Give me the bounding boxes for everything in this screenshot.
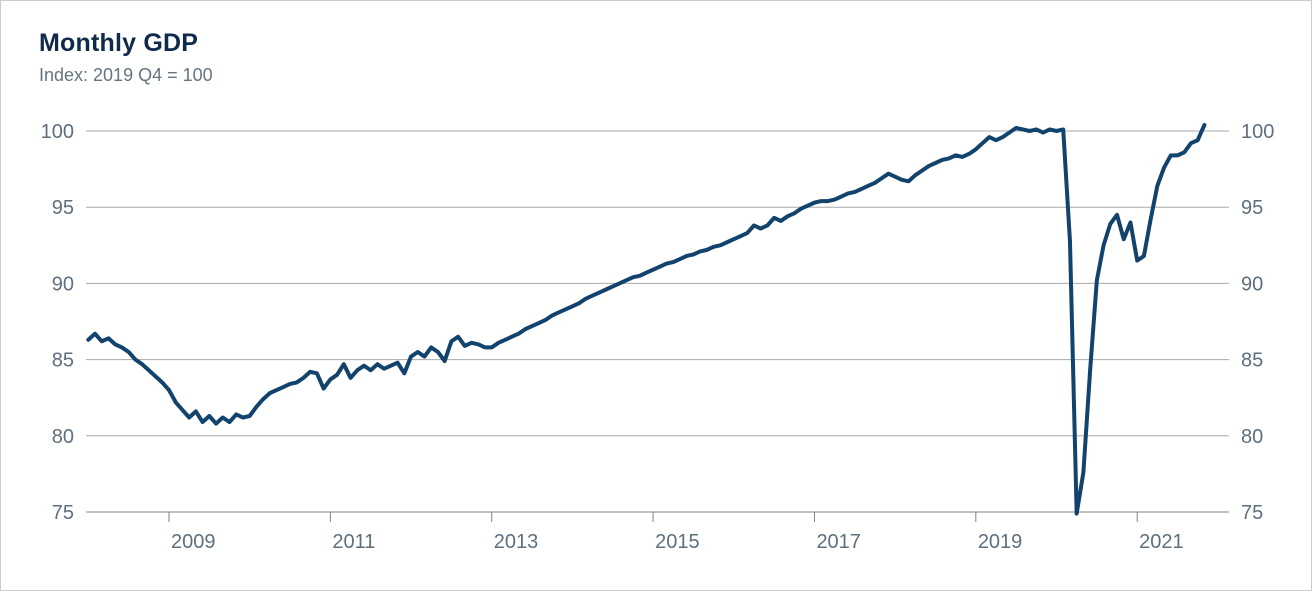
x-axis-label: 2011 [332,531,375,553]
gdp-series-line [86,122,1207,516]
chart-title: Monthly GDP [39,29,199,57]
x-axis [86,511,1229,522]
x-axis-label: 2017 [816,531,861,553]
gridlines [86,130,1229,437]
y-axis-label-left: 75 [52,502,74,524]
axis-labels: 75 75 80 80 85 85 90 90 95 95 100 100 2009 2011 2013 20… [41,121,1275,553]
y-axis-label-left: 95 [52,197,74,219]
y-axis-label-right: 80 [1241,426,1263,448]
y-axis-label-right: 75 [1241,502,1263,524]
x-axis-label: 2013 [494,531,539,553]
chart-subtitle: Index: 2019 Q4 = 100 [39,65,213,85]
x-axis-label: 2019 [978,531,1023,553]
y-axis-label-left: 100 [41,121,74,143]
x-axis-label: 2021 [1139,531,1184,553]
y-axis-label-right: 85 [1241,350,1263,372]
x-axis-label: 2009 [171,531,216,553]
y-axis-label-left: 85 [52,350,74,372]
y-axis-label-left: 90 [52,273,74,295]
y-axis-label-right: 95 [1241,197,1263,219]
y-axis-label-right: 90 [1241,273,1263,295]
y-axis-label-left: 80 [52,426,74,448]
y-axis-label-right: 100 [1241,121,1274,143]
x-axis-label: 2015 [655,531,700,553]
